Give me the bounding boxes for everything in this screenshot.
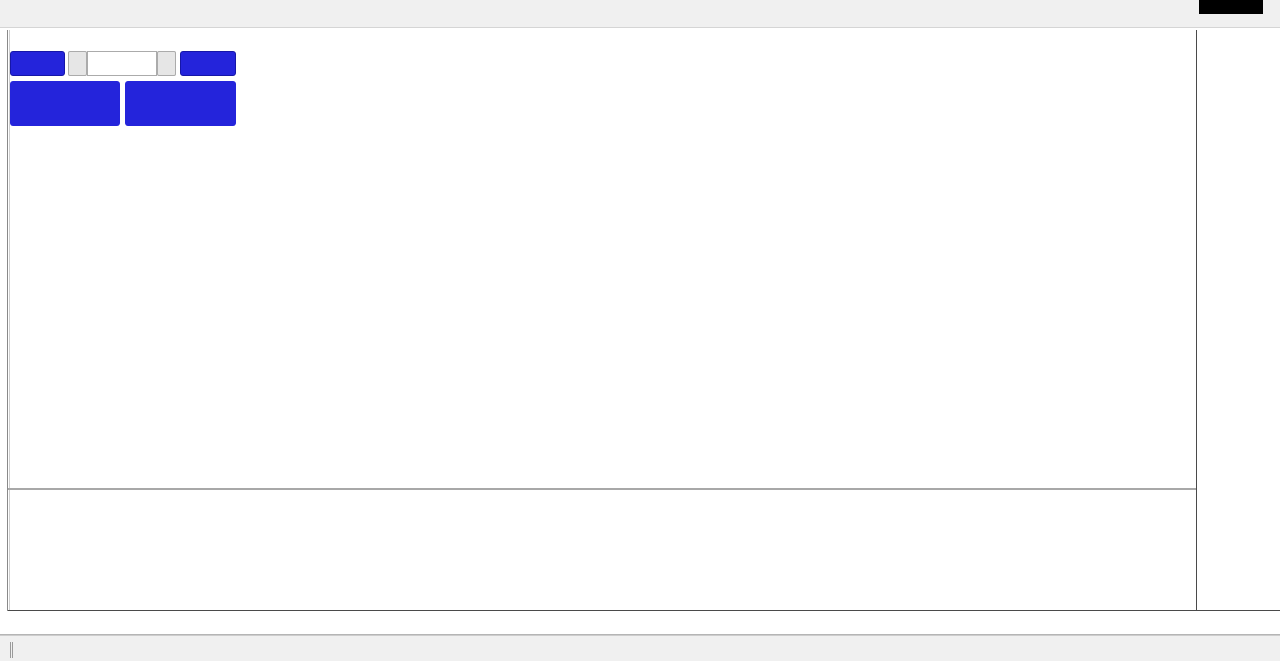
buy-button[interactable] [180,51,236,76]
time-axis[interactable] [0,611,1280,634]
chart-left-frame [7,30,8,634]
price-axis[interactable] [1197,30,1280,610]
volume-input[interactable] [87,51,157,76]
volume-increase-button[interactable] [157,51,176,76]
one-click-trade-widget [10,51,236,127]
macd-indicator-canvas[interactable] [10,490,1196,610]
time-axis-border [0,634,1280,635]
macd-axis-separator [8,610,1280,611]
chart-tab-bar [0,635,1280,661]
sell-button[interactable] [10,51,65,76]
buy-price-panel[interactable] [125,81,236,126]
timeframe-toolbar [0,0,1280,28]
chart-left-frame-inner [9,30,10,634]
sell-price-panel[interactable] [10,81,120,126]
pane-splitter[interactable] [8,488,1197,490]
main-chart-canvas[interactable] [10,30,1196,488]
volume-decrease-button[interactable] [68,51,87,76]
current-price-badge [1199,0,1263,14]
tabbar-grip[interactable] [10,642,13,658]
price-axis-line [1196,30,1197,634]
